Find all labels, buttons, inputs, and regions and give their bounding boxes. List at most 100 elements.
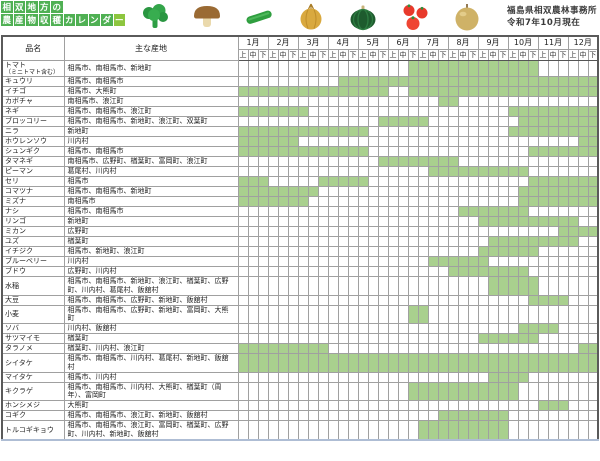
harvest-cell: [407, 343, 419, 355]
crop-row: ネギ 相馬市、南相馬市、浪江町: [1, 106, 599, 118]
harvest-cell: [377, 176, 389, 188]
crop-row: キクラゲ 相馬市、南相馬市、川内村、大熊町、楢葉町（周年）、富岡町: [1, 381, 599, 402]
harvest-cell: [587, 136, 599, 148]
harvest-cell: [407, 156, 419, 168]
harvest-cell: [557, 353, 569, 373]
harvest-cell: [417, 323, 429, 335]
crop-row: ブルーベリー 川内村: [1, 256, 599, 268]
crop-row: 小麦 相馬市、南相馬市、広野町、新地町、富岡町、大熊町: [1, 304, 599, 325]
harvest-cell: [357, 136, 369, 148]
harvest-cell: [257, 276, 269, 296]
harvest-cell: [507, 333, 519, 345]
harvest-cell: [487, 266, 499, 278]
harvest-cell: [257, 226, 269, 238]
harvest-cell: [247, 136, 259, 148]
crop-name-cell: 小麦: [1, 304, 65, 325]
harvest-cell: [327, 333, 339, 345]
harvest-cell: [327, 276, 339, 296]
harvest-cell: [347, 216, 359, 228]
harvest-cell: [397, 186, 409, 198]
harvest-cell: [267, 381, 279, 402]
harvest-cell: [237, 381, 249, 402]
harvest-cell: [507, 156, 519, 168]
harvest-cell: [247, 186, 259, 198]
harvest-cell: [337, 206, 349, 218]
harvest-cell: [247, 156, 259, 168]
harvest-cell: [527, 176, 539, 188]
harvest-cell: [237, 420, 249, 441]
harvest-cell: [237, 371, 249, 383]
crop-areas: 相馬市、南相馬市、広野町、新地町、富岡町、大熊町: [63, 304, 239, 325]
harvest-cell: [297, 196, 309, 208]
harvest-cell: [317, 246, 329, 258]
harvest-cell: [437, 333, 449, 345]
harvest-cell: [517, 59, 529, 78]
period-header: 中: [247, 48, 259, 61]
harvest-cell: [567, 420, 579, 441]
harvest-cell: [357, 96, 369, 108]
harvest-cell: [287, 353, 299, 373]
harvest-cell: [557, 106, 569, 118]
period-header: 上: [297, 48, 309, 61]
harvest-cell: [457, 206, 469, 218]
harvest-cell: [317, 126, 329, 138]
harvest-cell: [247, 371, 259, 383]
harvest-cell: [327, 246, 339, 258]
harvest-cell: [427, 333, 439, 345]
harvest-cell: [417, 76, 429, 88]
harvest-cell: [347, 76, 359, 88]
crop-row: 水稲 相馬市、南相馬市、新地町、浪江町、楢葉町、広野町、川内村、葛尾村、飯舘村: [1, 276, 599, 296]
harvest-cell: [477, 206, 489, 218]
harvest-cell: [307, 343, 319, 355]
harvest-cell: [497, 106, 509, 118]
harvest-cell: [237, 136, 249, 148]
harvest-cell: [407, 186, 419, 198]
harvest-cell: [557, 156, 569, 168]
harvest-cell: [557, 86, 569, 98]
crop-name-cell: ナシ: [1, 206, 65, 218]
harvest-cell: [537, 246, 549, 258]
harvest-cell: [267, 236, 279, 248]
harvest-cell: [497, 323, 509, 335]
harvest-cell: [467, 176, 479, 188]
harvest-cell: [397, 246, 409, 258]
harvest-cell: [247, 323, 259, 335]
harvest-cell: [237, 196, 249, 208]
harvest-cell: [457, 146, 469, 158]
harvest-cell: [437, 126, 449, 138]
harvest-cell: [387, 126, 399, 138]
harvest-cell: [397, 236, 409, 248]
harvest-cell: [527, 106, 539, 118]
harvest-cell: [427, 76, 439, 88]
harvest-cell: [557, 294, 569, 306]
harvest-cell: [247, 304, 259, 325]
harvest-cell: [387, 59, 399, 78]
harvest-cell: [507, 166, 519, 178]
crop-areas: 新地町: [63, 216, 239, 228]
harvest-cell: [357, 76, 369, 88]
crop-name-cell: ホウレンソウ: [1, 136, 65, 148]
harvest-cell: [307, 323, 319, 335]
period-header: 下: [437, 48, 449, 61]
harvest-cell: [317, 186, 329, 198]
harvest-cell: [237, 333, 249, 345]
harvest-cell: [367, 116, 379, 128]
crop-name-cell: コギク: [1, 410, 65, 422]
harvest-cell: [577, 371, 589, 383]
harvest-cell: [497, 333, 509, 345]
harvest-cell: [377, 166, 389, 178]
harvest-cell: [557, 343, 569, 355]
harvest-cell: [557, 276, 569, 296]
harvest-cell: [287, 96, 299, 108]
harvest-cell: [267, 266, 279, 278]
harvest-cell: [547, 126, 559, 138]
harvest-cell: [327, 146, 339, 158]
harvest-cell: [427, 96, 439, 108]
harvest-cell: [287, 216, 299, 228]
harvest-cell: [577, 59, 589, 78]
harvest-cell: [377, 371, 389, 383]
harvest-cell: [387, 86, 399, 98]
harvest-cell: [297, 126, 309, 138]
crop-name-cell: サツマイモ: [1, 333, 65, 345]
harvest-cell: [427, 166, 439, 178]
